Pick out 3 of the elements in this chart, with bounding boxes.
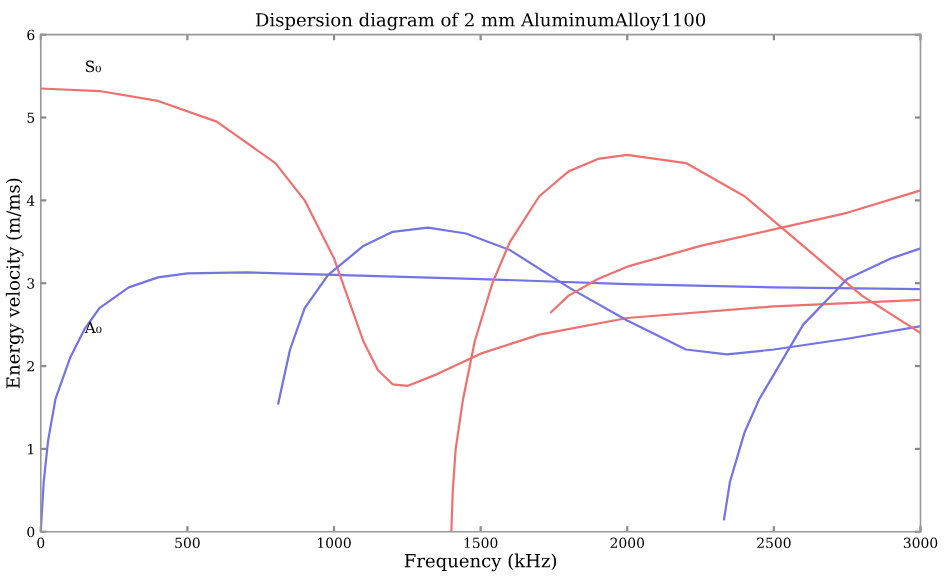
x-axis-title: Frequency (kHz) bbox=[404, 553, 557, 572]
chart-title: Dispersion diagram of 2 mm AluminumAlloy1100 bbox=[255, 12, 706, 31]
y-axis-title: Energy velocity (m/ms) bbox=[5, 178, 24, 389]
